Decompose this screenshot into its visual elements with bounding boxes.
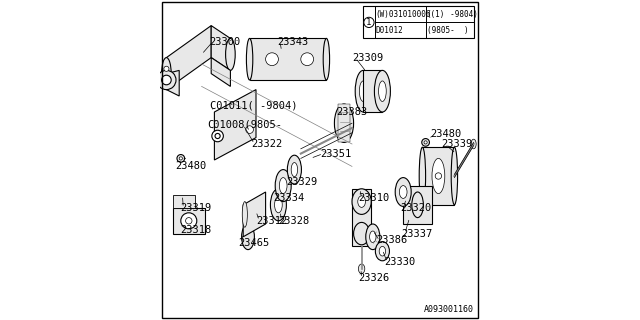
Circle shape [246,126,253,133]
Text: C01011( -9804): C01011( -9804) [210,100,297,111]
Polygon shape [243,192,266,237]
Text: 23465: 23465 [239,238,269,248]
Text: 23337: 23337 [402,228,433,239]
Ellipse shape [360,81,367,101]
Ellipse shape [379,246,385,256]
Bar [364,6,474,38]
Ellipse shape [242,224,255,250]
Text: C01008(9805-: C01008(9805- [207,120,282,130]
Ellipse shape [280,178,287,194]
Ellipse shape [270,189,287,221]
Ellipse shape [396,178,412,206]
Polygon shape [211,26,230,70]
Polygon shape [211,58,230,86]
Text: 23328: 23328 [278,216,310,226]
Circle shape [179,157,182,160]
Circle shape [164,66,169,71]
Ellipse shape [432,158,445,194]
Ellipse shape [323,38,330,80]
Circle shape [301,53,314,66]
Text: 23339: 23339 [442,139,473,149]
Ellipse shape [226,38,236,70]
Ellipse shape [451,147,458,205]
Circle shape [161,75,172,85]
Text: (9805-  ): (9805- ) [427,26,468,35]
Ellipse shape [471,139,476,149]
Circle shape [177,155,185,162]
Polygon shape [364,70,383,112]
Ellipse shape [375,242,390,261]
Polygon shape [166,70,179,96]
Text: 23318: 23318 [180,225,211,236]
Circle shape [424,141,428,144]
Ellipse shape [374,70,390,112]
Circle shape [181,213,197,229]
Text: 23480: 23480 [430,129,461,140]
Text: D01012: D01012 [375,26,403,35]
Text: 23343: 23343 [277,36,308,47]
Bar [173,195,195,208]
Ellipse shape [275,197,282,213]
Text: 23330: 23330 [384,257,415,268]
Polygon shape [214,90,256,160]
Ellipse shape [355,70,371,112]
Polygon shape [403,186,432,224]
Text: (    -9804): ( -9804) [427,10,478,19]
Ellipse shape [246,38,253,80]
Text: 23351: 23351 [320,148,351,159]
Ellipse shape [358,264,365,274]
Circle shape [212,130,223,142]
Text: 23312: 23312 [256,216,287,226]
Text: 23386: 23386 [376,235,407,245]
Circle shape [364,17,374,28]
Text: 23480: 23480 [175,161,207,172]
Ellipse shape [354,222,370,245]
Ellipse shape [419,147,426,205]
Circle shape [157,70,176,90]
Ellipse shape [352,189,371,214]
Text: 23334: 23334 [274,193,305,204]
Ellipse shape [287,155,301,184]
Ellipse shape [243,202,248,227]
Text: 23309: 23309 [352,52,383,63]
Text: 23320: 23320 [400,203,431,213]
Bar [173,208,205,234]
Ellipse shape [358,196,365,207]
Circle shape [215,133,220,139]
Circle shape [435,173,442,179]
Text: 23319: 23319 [180,203,211,213]
Polygon shape [422,147,454,205]
Ellipse shape [334,104,354,142]
Ellipse shape [275,170,291,202]
Circle shape [422,139,429,146]
Text: 23329: 23329 [287,177,317,188]
Text: (W)031010006(1): (W)031010006(1) [375,10,445,19]
Ellipse shape [370,231,376,243]
Ellipse shape [399,186,407,198]
Text: 23326: 23326 [358,273,390,284]
Text: 23310: 23310 [358,193,390,204]
Ellipse shape [412,192,424,218]
Polygon shape [352,189,371,246]
Ellipse shape [161,58,172,90]
Text: 23322: 23322 [251,139,282,149]
Text: 23383: 23383 [336,107,367,117]
Circle shape [186,218,192,224]
Text: 1: 1 [366,18,372,27]
Ellipse shape [291,163,298,177]
Ellipse shape [366,224,380,250]
Polygon shape [250,38,326,80]
Text: 23300: 23300 [210,36,241,47]
Circle shape [266,53,278,66]
Ellipse shape [379,81,386,101]
Polygon shape [166,26,211,90]
Bar [338,104,351,142]
Text: A093001160: A093001160 [424,305,474,314]
Ellipse shape [339,114,349,133]
